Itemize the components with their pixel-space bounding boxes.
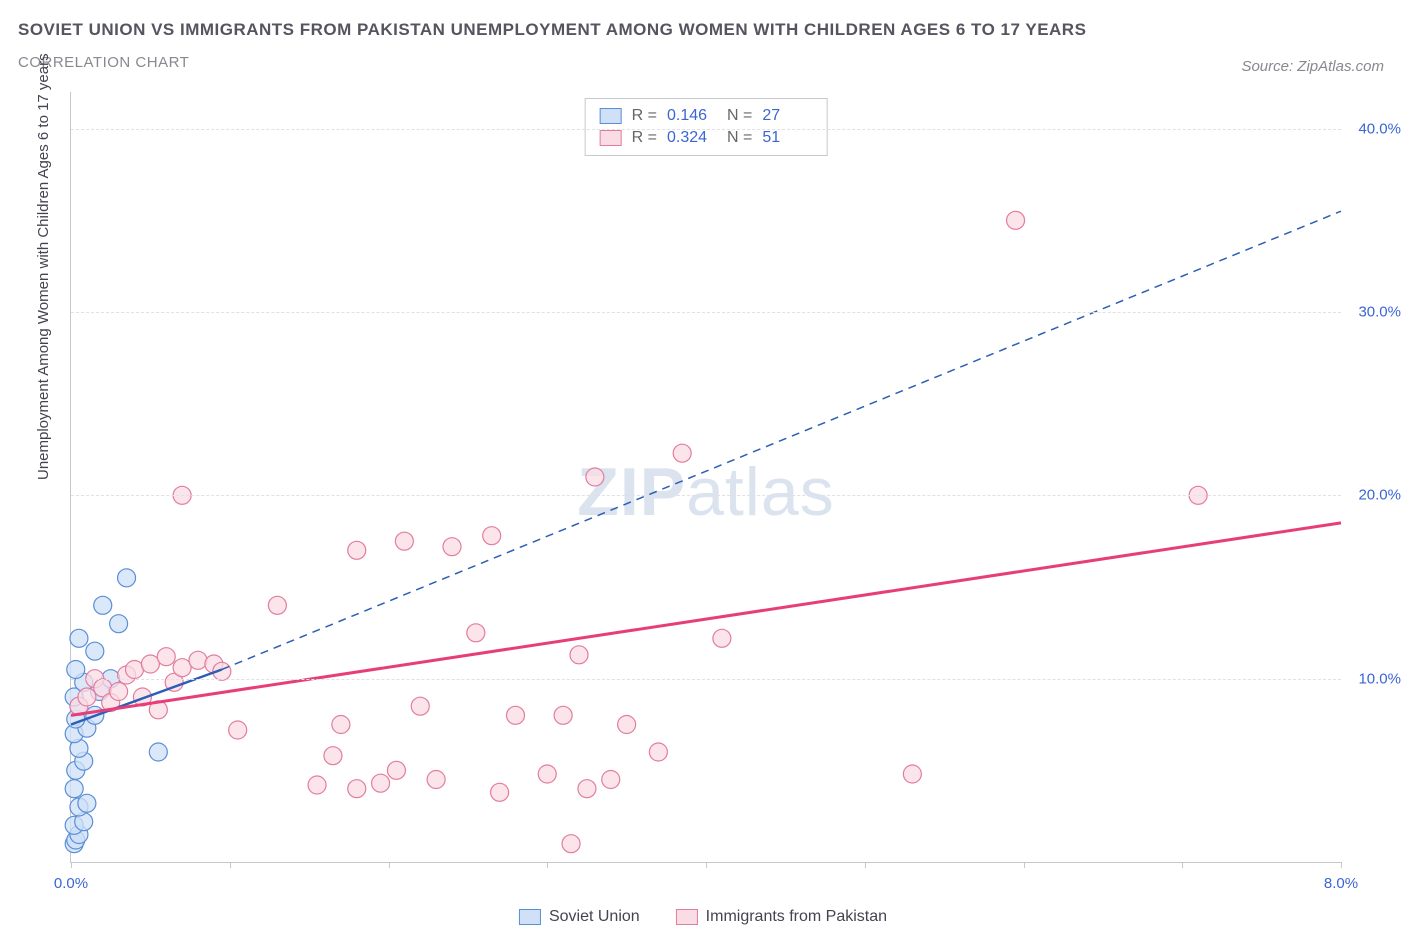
data-point [427, 771, 445, 789]
data-point [332, 716, 350, 734]
data-point [141, 655, 159, 673]
y-tick-label: 40.0% [1346, 120, 1401, 137]
x-tick [71, 862, 72, 868]
data-point [78, 688, 96, 706]
data-point [70, 629, 88, 647]
legend-item: Immigrants from Pakistan [676, 908, 887, 926]
data-point [65, 780, 83, 798]
data-point [483, 527, 501, 545]
data-point [372, 774, 390, 792]
chart-area: ZIPatlas R =0.146N =27R =0.324N =51 10.0… [70, 92, 1341, 863]
legend-swatch [676, 909, 698, 925]
data-point [348, 541, 366, 559]
data-point [411, 697, 429, 715]
gridline [71, 495, 1341, 496]
data-point [1007, 211, 1025, 229]
data-point [149, 743, 167, 761]
data-point [713, 629, 731, 647]
data-point [110, 683, 128, 701]
data-point [602, 771, 620, 789]
gridline [71, 679, 1341, 680]
x-tick [1341, 862, 1342, 868]
data-point [94, 596, 112, 614]
scatter-plot [71, 92, 1341, 862]
y-tick-label: 30.0% [1346, 304, 1401, 321]
data-point [348, 780, 366, 798]
legend-label: Soviet Union [549, 908, 640, 926]
chart-title: SOVIET UNION VS IMMIGRANTS FROM PAKISTAN… [18, 20, 1086, 40]
data-point [538, 765, 556, 783]
y-tick-label: 10.0% [1346, 670, 1401, 687]
source-label: Source: ZipAtlas.com [1241, 58, 1384, 75]
legend-item: Soviet Union [519, 908, 640, 926]
data-point [126, 661, 144, 679]
data-point [229, 721, 247, 739]
x-tick-label: 0.0% [54, 875, 88, 892]
data-point [673, 444, 691, 462]
data-point [554, 706, 572, 724]
data-point [586, 468, 604, 486]
data-point [268, 596, 286, 614]
data-point [443, 538, 461, 556]
chart-subtitle: CORRELATION CHART [18, 54, 1086, 71]
data-point [324, 747, 342, 765]
legend-label: Immigrants from Pakistan [706, 908, 887, 926]
data-point [649, 743, 667, 761]
data-point [903, 765, 921, 783]
data-point [395, 532, 413, 550]
data-point [467, 624, 485, 642]
bottom-legend: Soviet Union Immigrants from Pakistan [519, 908, 887, 926]
data-point [67, 661, 85, 679]
data-point [308, 776, 326, 794]
data-point [189, 651, 207, 669]
x-tick-label: 8.0% [1324, 875, 1358, 892]
data-point [570, 646, 588, 664]
data-point [618, 716, 636, 734]
data-point [578, 780, 596, 798]
data-point [507, 706, 525, 724]
data-point [491, 783, 509, 801]
y-tick-label: 20.0% [1346, 487, 1401, 504]
data-point [118, 569, 136, 587]
data-point [86, 642, 104, 660]
x-tick [1024, 862, 1025, 868]
data-point [387, 761, 405, 779]
x-tick [230, 862, 231, 868]
legend-swatch [519, 909, 541, 925]
data-point [157, 648, 175, 666]
y-axis-title: Unemployment Among Women with Children A… [35, 53, 52, 480]
data-point [562, 835, 580, 853]
x-tick [706, 862, 707, 868]
x-tick [547, 862, 548, 868]
trend-line [71, 523, 1341, 715]
x-tick [389, 862, 390, 868]
trend-line-extrapolated [222, 211, 1341, 669]
data-point [78, 794, 96, 812]
gridline [71, 129, 1341, 130]
data-point [110, 615, 128, 633]
x-tick [865, 862, 866, 868]
data-point [173, 659, 191, 677]
gridline [71, 312, 1341, 313]
x-tick [1182, 862, 1183, 868]
